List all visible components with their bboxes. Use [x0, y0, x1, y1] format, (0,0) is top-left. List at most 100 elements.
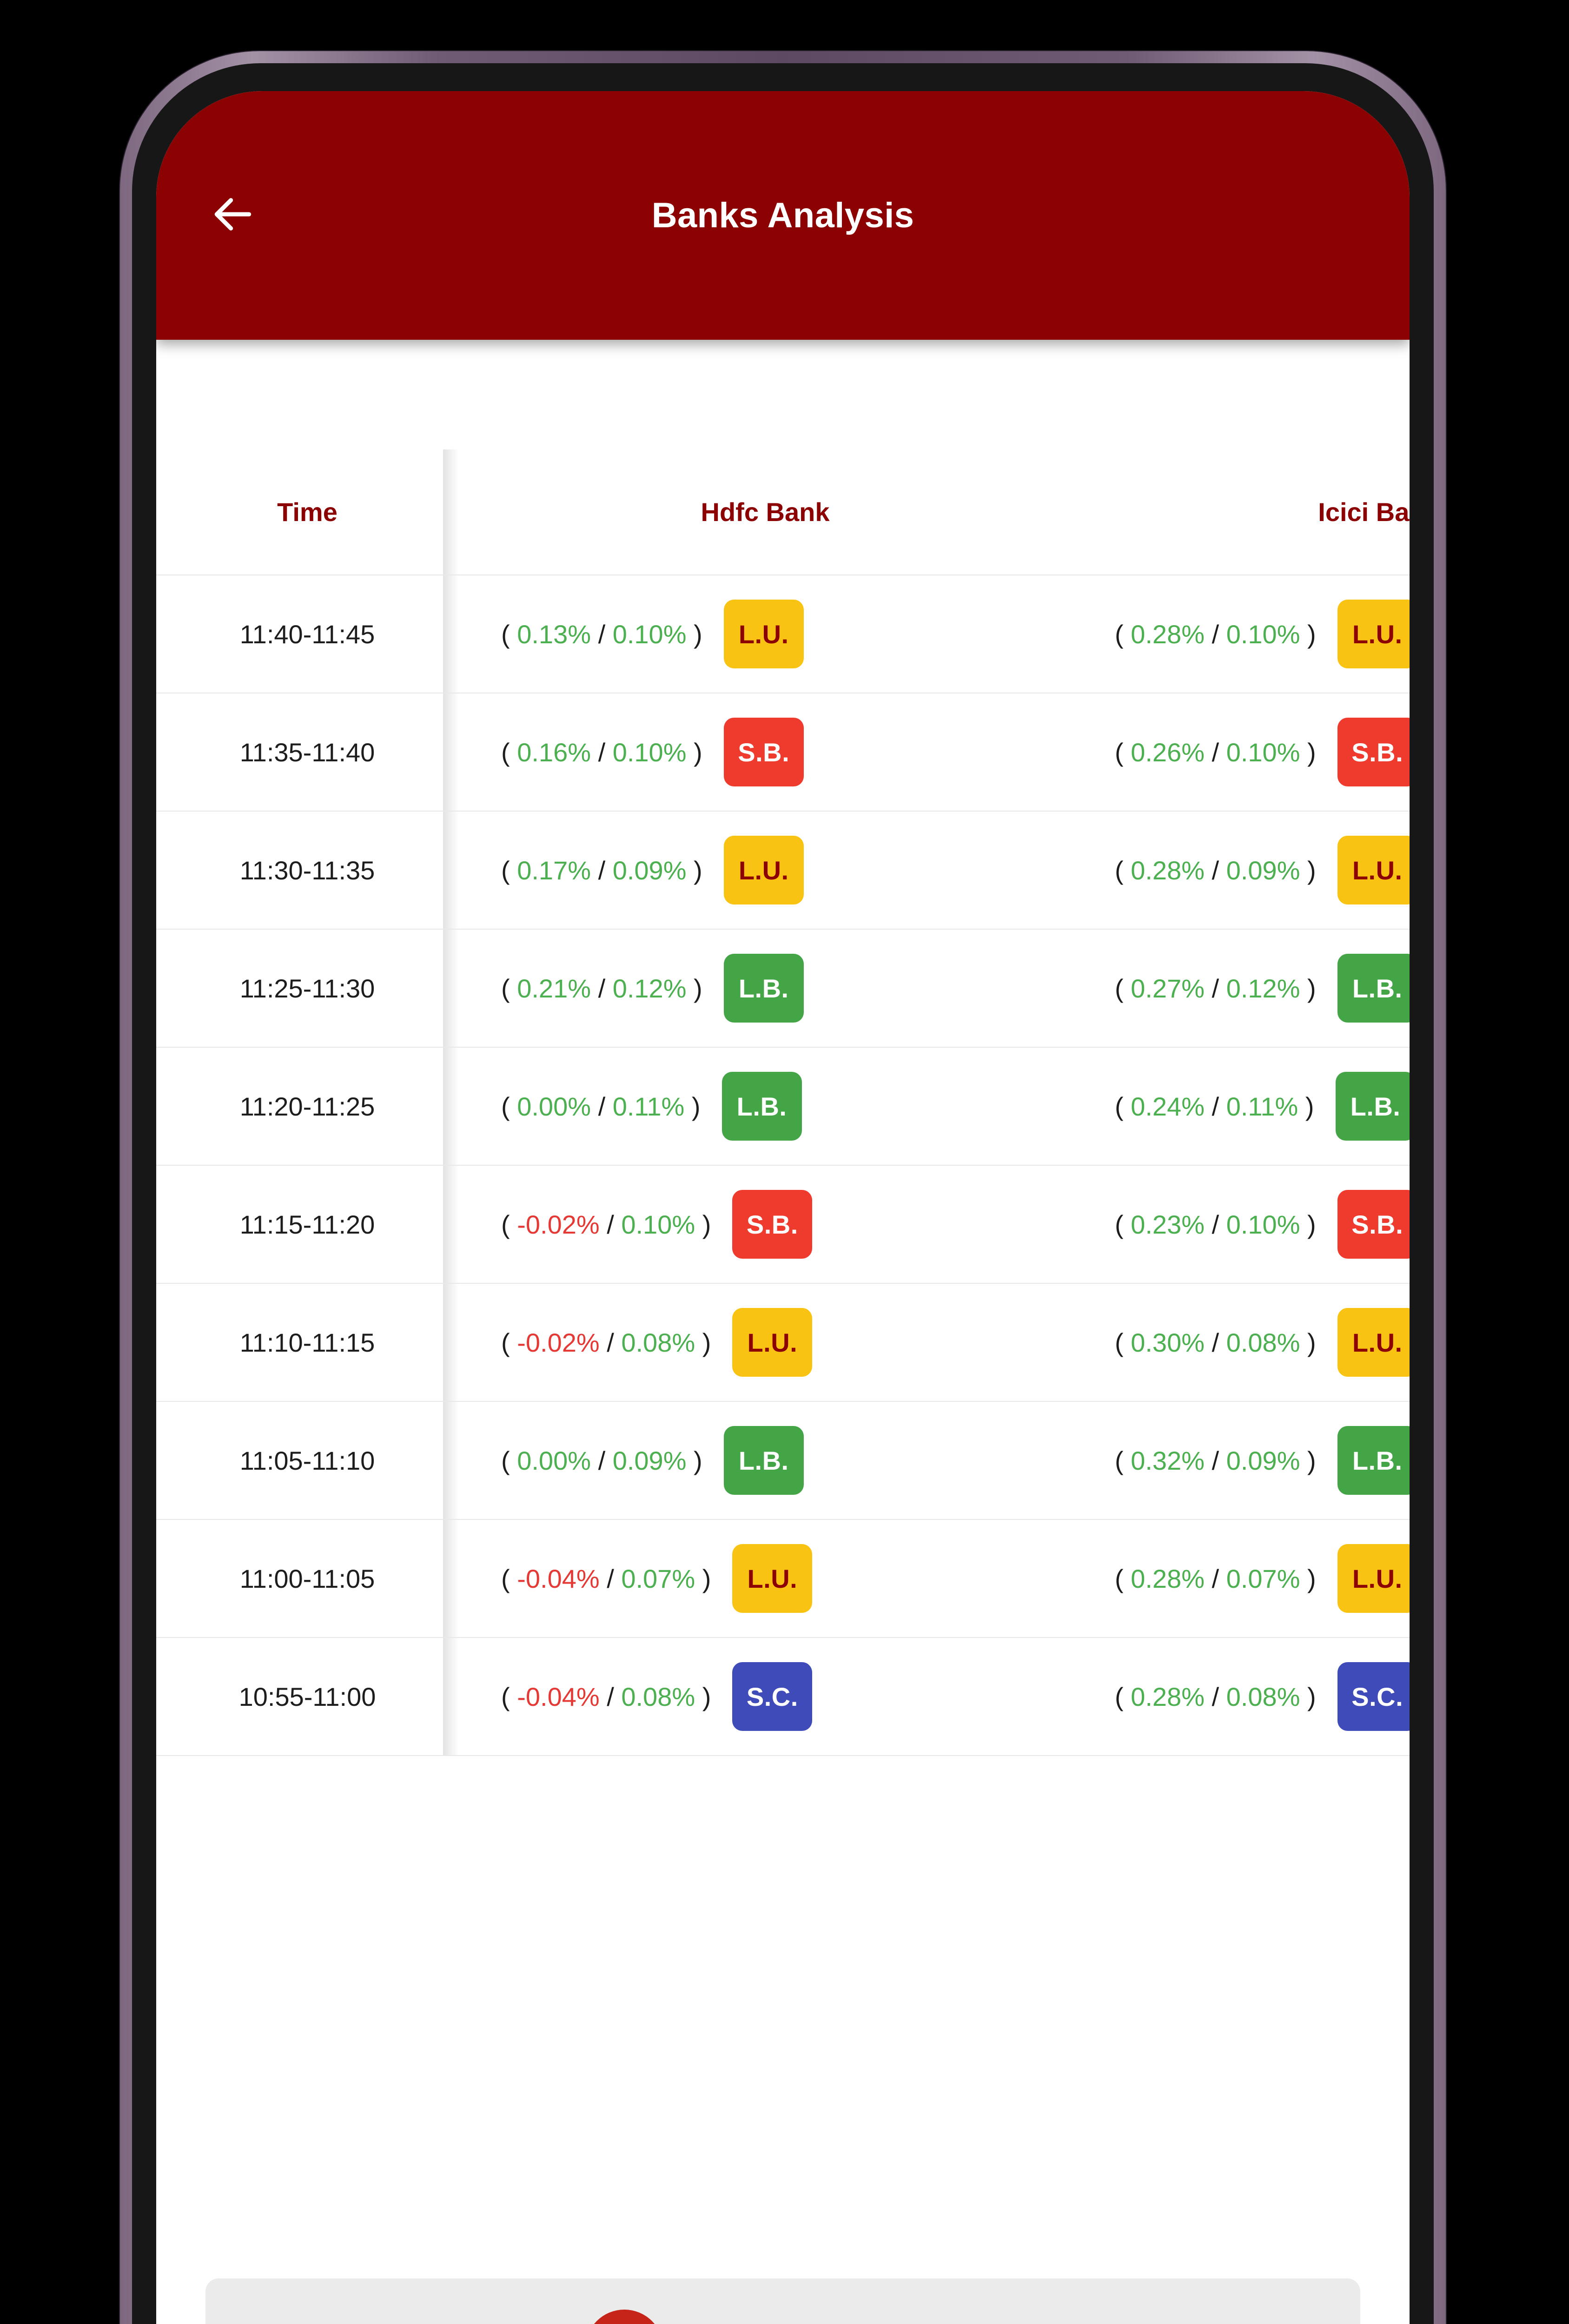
table-row[interactable]: 10:55-11:00( -0.04% / 0.08% ) S.C.( 0.28%…	[156, 1637, 1410, 1756]
percent-range-value: 0.07%	[621, 1564, 695, 1593]
cell-icici[interactable]: ( 0.32% / 0.09% ) L.B.	[1072, 1401, 1410, 1520]
action-badge[interactable]: L.U.	[723, 836, 804, 905]
action-badge[interactable]: S.B.	[1337, 1190, 1410, 1259]
percent-range-value: 0.08%	[1226, 1327, 1300, 1357]
cell-hdfc[interactable]: ( -0.04% / 0.08% ) S.C.	[458, 1637, 1072, 1756]
bank-cell-content: ( 0.28% / 0.10% ) L.U.	[1072, 600, 1410, 668]
pagination-last-button[interactable]	[1227, 2314, 1297, 2324]
percent-group: ( 0.00% / 0.11% )	[501, 1091, 701, 1122]
column-header-time[interactable]: Time	[156, 449, 459, 575]
percent-group: ( 0.00% / 0.09% )	[501, 1446, 702, 1476]
cell-hdfc[interactable]: ( -0.02% / 0.10% ) S.B.	[458, 1165, 1072, 1284]
action-badge[interactable]: S.C.	[1337, 1662, 1410, 1731]
action-badge[interactable]: L.U.	[732, 1544, 813, 1613]
table-row[interactable]: 11:00-11:05( -0.04% / 0.07% ) L.U.( 0.28%…	[156, 1519, 1410, 1638]
open-paren: (	[501, 1564, 517, 1593]
pagination-first-button[interactable]	[268, 2314, 338, 2324]
pagination-wrapper: 1 2 3	[156, 2268, 1410, 2324]
cell-hdfc[interactable]: ( 0.13% / 0.10% ) L.U.	[458, 575, 1072, 693]
cell-icici[interactable]: ( 0.26% / 0.10% ) S.B.	[1072, 693, 1410, 812]
pagination-next-button[interactable]	[1069, 2314, 1139, 2324]
column-header-hdfc[interactable]: Hdfc Bank	[458, 449, 1072, 575]
percent-range-value: 0.08%	[621, 1682, 695, 1711]
phone-mockup-frame: Banks Analysis	[120, 51, 1446, 2324]
action-badge[interactable]: L.U.	[723, 600, 804, 668]
action-badge[interactable]: L.U.	[1337, 836, 1410, 905]
back-button[interactable]	[203, 185, 263, 246]
percent-group: ( 0.27% / 0.12% )	[1115, 973, 1316, 1004]
action-badge[interactable]: S.B.	[732, 1190, 813, 1259]
action-badge[interactable]: L.B.	[1337, 954, 1410, 1023]
pagination-page-1[interactable]: 1	[585, 2310, 664, 2324]
cell-hdfc[interactable]: ( 0.16% / 0.10% ) S.B.	[458, 693, 1072, 812]
cell-hdfc[interactable]: ( 0.17% / 0.09% ) L.U.	[458, 811, 1072, 930]
cell-icici[interactable]: ( 0.28% / 0.08% ) S.C.	[1072, 1637, 1410, 1756]
table-row[interactable]: 11:30-11:35( 0.17% / 0.09% ) L.U.( 0.28% …	[156, 811, 1410, 930]
action-badge[interactable]: L.U.	[1337, 1308, 1410, 1377]
percent-separator: /	[1205, 1327, 1226, 1357]
close-paren: )	[695, 1682, 711, 1711]
percent-separator: /	[1205, 973, 1226, 1003]
action-badge[interactable]: L.B.	[723, 954, 804, 1023]
table-row[interactable]: 11:40-11:45( 0.13% / 0.10% ) L.U.( 0.28% …	[156, 575, 1410, 693]
bank-cell-content: ( 0.21% / 0.12% ) L.B.	[458, 954, 1072, 1023]
cell-time: 11:35-11:40	[156, 693, 459, 812]
cell-icici[interactable]: ( 0.28% / 0.07% ) L.U.	[1072, 1519, 1410, 1638]
table-row[interactable]: 11:20-11:25( 0.00% / 0.11% ) L.B.( 0.24% …	[156, 1047, 1410, 1166]
percent-change-value: -0.04%	[517, 1564, 600, 1593]
pagination-bar: 1 2 3	[205, 2278, 1360, 2324]
column-header-icici[interactable]: Icici Bank	[1072, 449, 1410, 575]
cell-icici[interactable]: ( 0.28% / 0.10% ) L.U.	[1072, 575, 1410, 693]
bank-cell-content: ( 0.26% / 0.10% ) S.B.	[1072, 718, 1410, 786]
cell-icici[interactable]: ( 0.23% / 0.10% ) S.B.	[1072, 1165, 1410, 1284]
pagination-page-2[interactable]: 2	[752, 2314, 822, 2324]
cell-hdfc[interactable]: ( -0.02% / 0.08% ) L.U.	[458, 1283, 1072, 1402]
cell-icici[interactable]: ( 0.24% / 0.11% ) L.B.	[1072, 1047, 1410, 1166]
table-row[interactable]: 11:25-11:30( 0.21% / 0.12% ) L.B.( 0.27% …	[156, 929, 1410, 1048]
bank-cell-content: ( 0.28% / 0.07% ) L.U.	[1072, 1544, 1410, 1613]
action-badge[interactable]: L.U.	[1337, 1544, 1410, 1613]
table-row[interactable]: 11:05-11:10( 0.00% / 0.09% ) L.B.( 0.32% …	[156, 1401, 1410, 1520]
action-badge[interactable]: S.B.	[1337, 718, 1410, 786]
bank-cell-content: ( 0.00% / 0.09% ) L.B.	[458, 1426, 1072, 1495]
action-badge[interactable]: L.B.	[723, 1426, 804, 1495]
percent-change-value: 0.16%	[517, 737, 591, 767]
action-badge[interactable]: L.B.	[1337, 1426, 1410, 1495]
pagination-page-3[interactable]: 3	[911, 2314, 980, 2324]
action-badge[interactable]: L.B.	[1335, 1072, 1410, 1141]
percent-separator: /	[1205, 619, 1226, 649]
table-row[interactable]: 11:15-11:20( -0.02% / 0.10% ) S.B.( 0.23%…	[156, 1165, 1410, 1284]
table-row[interactable]: 11:35-11:40( 0.16% / 0.10% ) S.B.( 0.26% …	[156, 693, 1410, 812]
cell-hdfc[interactable]: ( 0.21% / 0.12% ) L.B.	[458, 929, 1072, 1048]
percent-change-value: 0.28%	[1131, 619, 1205, 649]
percent-separator: /	[591, 1446, 613, 1475]
cell-icici[interactable]: ( 0.28% / 0.09% ) L.U.	[1072, 811, 1410, 930]
cell-icici[interactable]: ( 0.30% / 0.08% ) L.U.	[1072, 1283, 1410, 1402]
action-badge[interactable]: L.U.	[1337, 600, 1410, 668]
action-badge[interactable]: S.B.	[723, 718, 804, 786]
pagination-prev-button[interactable]	[427, 2314, 497, 2324]
cell-icici[interactable]: ( 0.27% / 0.12% ) L.B.	[1072, 929, 1410, 1048]
percent-range-value: 0.11%	[612, 1091, 685, 1121]
action-badge[interactable]: S.C.	[732, 1662, 813, 1731]
percent-group: ( 0.23% / 0.10% )	[1115, 1209, 1316, 1240]
table-scroll-region[interactable]: Time Hdfc Bank	[156, 340, 1410, 2268]
cell-hdfc[interactable]: ( 0.00% / 0.11% ) L.B.	[458, 1047, 1072, 1166]
action-badge[interactable]: L.U.	[732, 1308, 813, 1377]
bank-cell-content: ( 0.16% / 0.10% ) S.B.	[458, 718, 1072, 786]
phone-screen: Banks Analysis	[156, 91, 1410, 2324]
percent-separator: /	[591, 855, 613, 885]
percent-group: ( -0.04% / 0.08% )	[501, 1682, 711, 1712]
table-row[interactable]: 11:10-11:15( -0.02% / 0.08% ) L.U.( 0.30%…	[156, 1283, 1410, 1402]
table-header-row: Time Hdfc Bank	[156, 449, 1410, 575]
action-badge[interactable]: L.B.	[722, 1072, 802, 1141]
cell-hdfc[interactable]: ( 0.00% / 0.09% ) L.B.	[458, 1401, 1072, 1520]
cell-hdfc[interactable]: ( -0.04% / 0.07% ) L.U.	[458, 1519, 1072, 1638]
open-paren: (	[501, 1682, 517, 1711]
close-paren: )	[686, 973, 702, 1003]
percent-range-value: 0.09%	[1226, 855, 1300, 885]
percent-group: ( 0.21% / 0.12% )	[501, 973, 702, 1004]
percent-group: ( -0.02% / 0.10% )	[501, 1209, 711, 1240]
percent-change-value: 0.28%	[1131, 1564, 1205, 1593]
close-paren: )	[695, 1327, 711, 1357]
